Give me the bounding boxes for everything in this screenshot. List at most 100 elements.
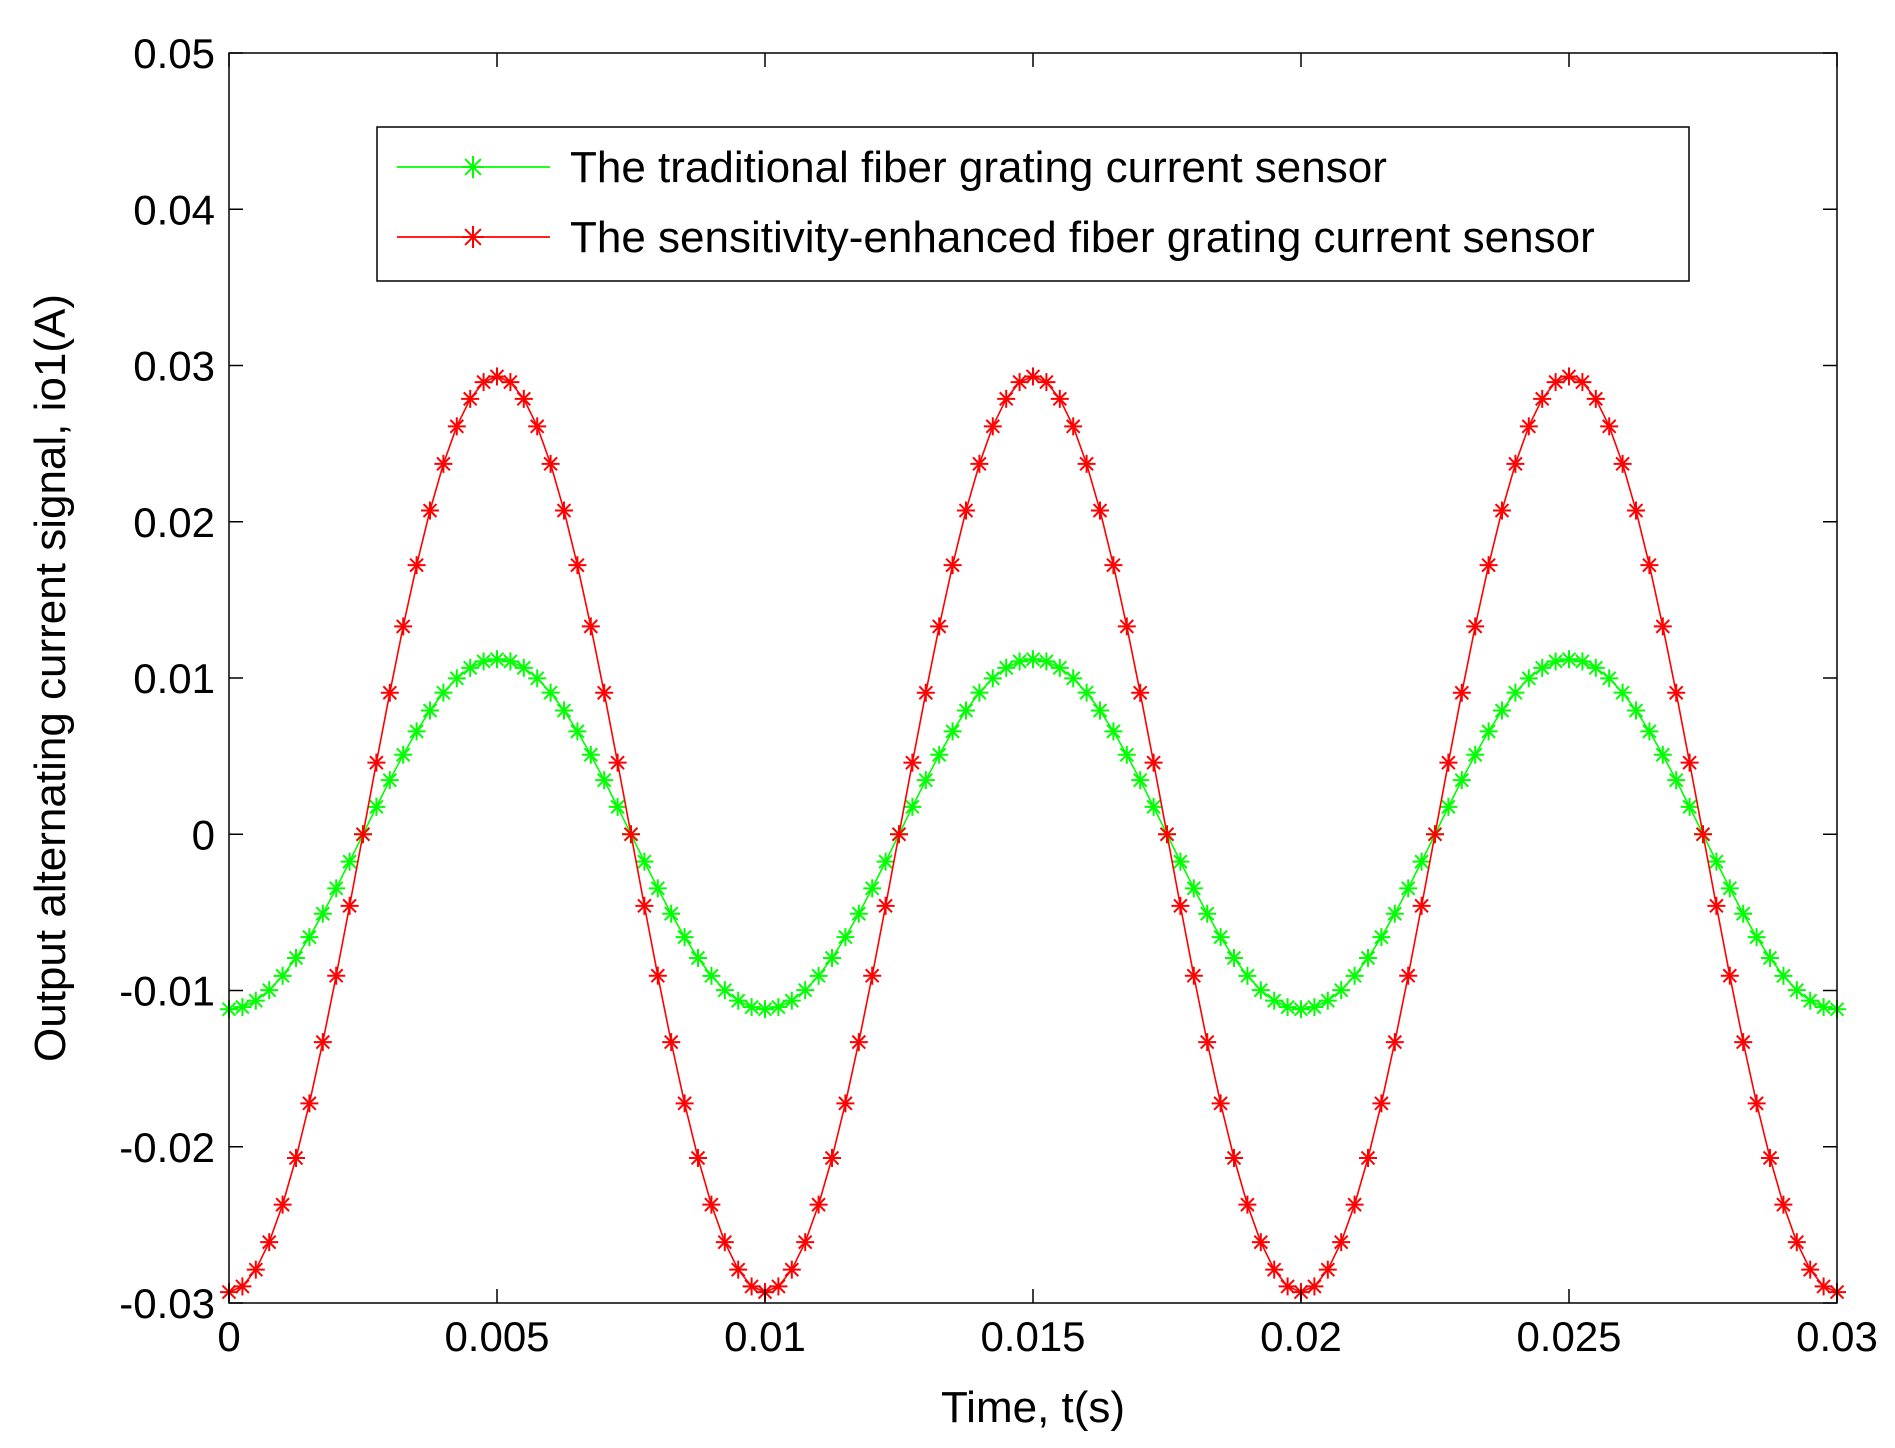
series-2-point	[300, 1094, 319, 1113]
series-2-point	[273, 1195, 292, 1214]
series-2-point	[702, 1195, 721, 1214]
series-2-point	[1091, 501, 1109, 520]
series-2-point	[1653, 617, 1672, 636]
series-1-point	[849, 904, 868, 923]
legend-entry-1: The traditional fiber grating current se…	[397, 143, 1387, 192]
series-1-point	[702, 966, 721, 985]
series-2-point	[916, 683, 935, 702]
series-2-point	[1345, 1195, 1364, 1214]
series-2-point	[876, 896, 895, 915]
series-1-point	[943, 722, 962, 741]
x-tick-label: 0.005	[444, 1313, 549, 1360]
series-2-point	[1305, 1277, 1324, 1296]
series-1-point	[1452, 771, 1471, 790]
series-2-point	[1010, 373, 1029, 392]
series-1-point	[1064, 669, 1083, 688]
series-2-point	[1359, 1148, 1377, 1167]
series-2-point	[233, 1277, 252, 1296]
series-2-point	[434, 454, 453, 473]
series-2-point	[1077, 454, 1096, 473]
series-2-point	[327, 966, 346, 985]
y-tick-label: 0.01	[133, 655, 215, 702]
series-2-point	[514, 389, 533, 408]
series-2-point	[1131, 683, 1150, 702]
legend-entries: The traditional fiber grating current se…	[397, 143, 1595, 262]
series-2-point	[461, 389, 480, 408]
series-1-point	[863, 879, 882, 898]
series-2-point	[1573, 373, 1592, 392]
series-1-point	[782, 991, 801, 1010]
series-1-point	[528, 669, 547, 688]
series-2-point	[903, 753, 922, 772]
series-1-point	[1653, 745, 1672, 764]
x-tick-label: 0.015	[980, 1313, 1085, 1360]
series-2-point	[1251, 1233, 1270, 1252]
series-2-point	[595, 683, 614, 702]
series-1-point	[1573, 652, 1592, 671]
series-2-point	[1198, 1033, 1217, 1052]
series-1-point	[555, 701, 573, 720]
series-2-point	[1479, 556, 1498, 575]
legend-entry-2: The sensitivity-enhanced fiber grating c…	[397, 213, 1595, 262]
series-2-point	[555, 501, 573, 520]
y-axis-label: Output alternating current signal, io1(A…	[26, 294, 75, 1062]
series-1-point	[769, 998, 788, 1017]
series-2-point	[1466, 617, 1485, 636]
series-2-point	[407, 556, 426, 575]
series-1-point	[447, 669, 466, 688]
x-tick-label: 0.025	[1516, 1313, 1621, 1360]
series-2-point	[1439, 753, 1458, 772]
series-2-point	[1546, 373, 1565, 392]
series-2-point	[769, 1277, 788, 1296]
series-1-point	[903, 797, 922, 816]
x-tick-label: 0	[217, 1313, 240, 1360]
y-tick-label: 0.04	[133, 186, 215, 233]
series-1-point	[756, 1000, 774, 1019]
series-1-point	[313, 904, 332, 923]
series-2-point	[1318, 1260, 1337, 1279]
series-2-point	[474, 373, 493, 392]
series-2-point	[1613, 454, 1632, 473]
series-1-point	[394, 745, 413, 764]
series-2-point	[1667, 683, 1686, 702]
series-2-point	[340, 896, 359, 915]
series-2-point	[930, 617, 949, 636]
series-2-point	[648, 966, 667, 985]
series-2-point	[246, 1260, 265, 1279]
series-1-point	[1184, 879, 1203, 898]
series-2-point	[1211, 1094, 1230, 1113]
series-2-point	[742, 1277, 761, 1296]
series-1-point	[1292, 1000, 1310, 1019]
series-1-point	[1627, 701, 1645, 720]
series-1-point	[1131, 771, 1150, 790]
series-1-point	[1774, 966, 1793, 985]
series-2-point	[863, 966, 882, 985]
y-tick-label: 0.02	[133, 499, 215, 546]
series-1-point	[1385, 904, 1404, 923]
series-2-point	[1265, 1260, 1284, 1279]
series-2-point	[1064, 417, 1083, 436]
x-tick-label: 0.03	[1796, 1313, 1878, 1360]
series-2-point	[1787, 1233, 1806, 1252]
series-2-point	[260, 1233, 279, 1252]
legend-swatch-marker	[462, 156, 484, 178]
series-1-point	[1225, 948, 1243, 967]
series-2-point	[1720, 966, 1739, 985]
series-1-point	[461, 658, 480, 677]
series-2-point	[1801, 1260, 1820, 1279]
series-2-point	[1627, 501, 1645, 520]
series-2-point	[1050, 389, 1069, 408]
series-2-point	[1774, 1195, 1793, 1214]
series-1-point	[1586, 658, 1605, 677]
series-1-point	[1024, 650, 1042, 669]
series-1-point	[1546, 652, 1565, 671]
series-2-point	[488, 367, 506, 386]
series-2-point	[1734, 1033, 1753, 1052]
y-tick-label: 0	[192, 811, 215, 858]
series-1-point	[635, 852, 654, 871]
series-2-point	[809, 1195, 828, 1214]
series-1-point	[675, 928, 694, 947]
series-2-point	[715, 1233, 734, 1252]
series-1-point	[434, 683, 453, 702]
series-1-point	[729, 991, 748, 1010]
